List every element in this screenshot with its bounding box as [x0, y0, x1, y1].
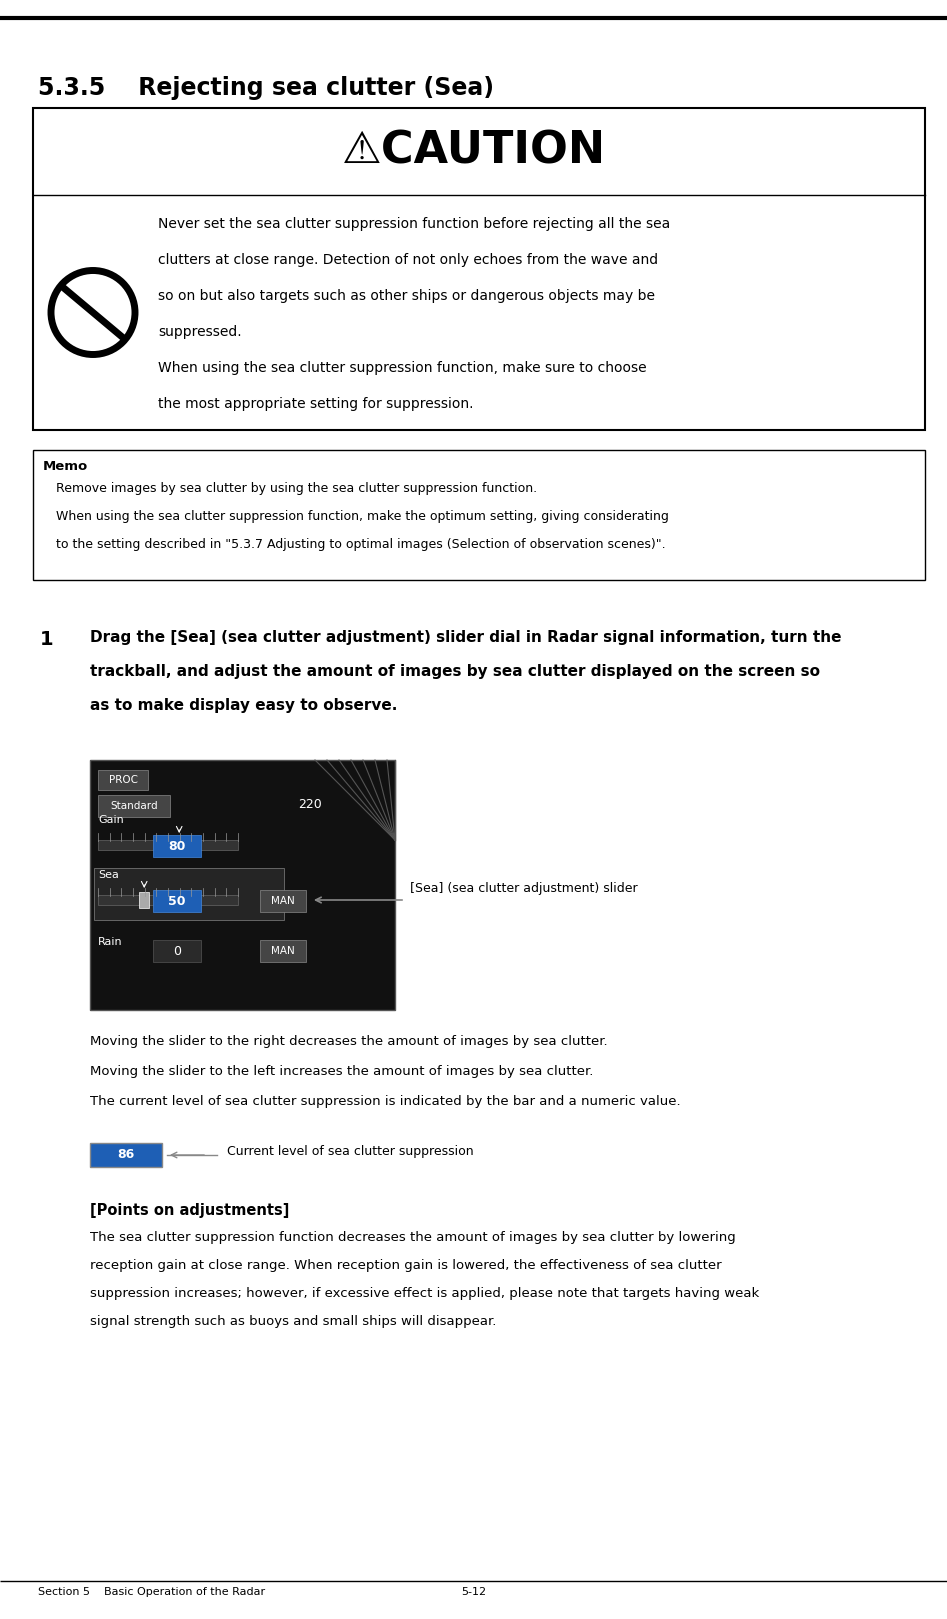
Text: suppression increases; however, if excessive effect is applied, please note that: suppression increases; however, if exces… — [90, 1287, 759, 1300]
Text: Gain: Gain — [98, 814, 124, 826]
Text: Moving the slider to the right decreases the amount of images by sea clutter.: Moving the slider to the right decreases… — [90, 1035, 608, 1047]
Text: When using the sea clutter suppression function, make the optimum setting, givin: When using the sea clutter suppression f… — [56, 510, 669, 523]
Text: [Sea] (sea clutter adjustment) slider: [Sea] (sea clutter adjustment) slider — [410, 882, 637, 895]
Text: 50: 50 — [169, 895, 186, 908]
Text: so on but also targets such as other ships or dangerous objects may be: so on but also targets such as other shi… — [158, 290, 655, 303]
Bar — [153, 835, 201, 856]
Text: 1: 1 — [40, 630, 54, 649]
Text: the most appropriate setting for suppression.: the most appropriate setting for suppres… — [158, 397, 473, 411]
Bar — [260, 941, 306, 962]
Text: reception gain at close range. When reception gain is lowered, the effectiveness: reception gain at close range. When rece… — [90, 1260, 722, 1273]
Text: The sea clutter suppression function decreases the amount of images by sea clutt: The sea clutter suppression function dec… — [90, 1230, 736, 1243]
Text: 5-12: 5-12 — [461, 1587, 486, 1596]
Bar — [98, 795, 170, 818]
Text: as to make display easy to observe.: as to make display easy to observe. — [90, 698, 398, 712]
Text: Rain: Rain — [98, 937, 122, 947]
Bar — [153, 890, 201, 911]
Text: The current level of sea clutter suppression is indicated by the bar and a numer: The current level of sea clutter suppres… — [90, 1094, 681, 1107]
Bar — [98, 895, 238, 905]
Bar — [90, 759, 395, 1010]
Bar — [33, 450, 925, 580]
Text: Never set the sea clutter suppression function before rejecting all the sea: Never set the sea clutter suppression fu… — [158, 217, 670, 232]
Text: suppressed.: suppressed. — [158, 325, 241, 338]
Text: Drag the [Sea] (sea clutter adjustment) slider dial in Radar signal information,: Drag the [Sea] (sea clutter adjustment) … — [90, 630, 842, 644]
Text: 5.3.5    Rejecting sea clutter (Sea): 5.3.5 Rejecting sea clutter (Sea) — [38, 76, 494, 100]
Bar — [33, 108, 925, 431]
Bar — [94, 868, 284, 920]
Text: 86: 86 — [117, 1148, 134, 1161]
Text: signal strength such as buoys and small ships will disappear.: signal strength such as buoys and small … — [90, 1315, 496, 1328]
Bar — [260, 890, 306, 911]
Text: Sea: Sea — [98, 869, 119, 881]
Bar — [98, 771, 148, 790]
Text: Standard: Standard — [110, 801, 158, 811]
Text: Remove images by sea clutter by using the sea clutter suppression function.: Remove images by sea clutter by using th… — [56, 482, 537, 495]
Text: Memo: Memo — [43, 460, 88, 473]
Text: MAN: MAN — [271, 945, 295, 955]
Text: trackball, and adjust the amount of images by sea clutter displayed on the scree: trackball, and adjust the amount of imag… — [90, 664, 820, 678]
Bar — [90, 1143, 162, 1167]
Text: 220: 220 — [298, 798, 322, 811]
Text: PROC: PROC — [109, 776, 137, 785]
Text: to the setting described in "5.3.7 Adjusting to optimal images (Selection of obs: to the setting described in "5.3.7 Adjus… — [56, 538, 666, 550]
Text: clutters at close range. Detection of not only echoes from the wave and: clutters at close range. Detection of no… — [158, 253, 658, 267]
Text: MAN: MAN — [271, 895, 295, 907]
Text: 80: 80 — [169, 840, 186, 853]
Bar — [98, 840, 238, 850]
Text: 0: 0 — [173, 944, 181, 957]
Bar — [174, 837, 185, 853]
Bar — [153, 941, 201, 962]
Text: Current level of sea clutter suppression: Current level of sea clutter suppression — [227, 1146, 474, 1159]
Text: Section 5    Basic Operation of the Radar: Section 5 Basic Operation of the Radar — [38, 1587, 265, 1596]
Text: [Points on adjustments]: [Points on adjustments] — [90, 1203, 290, 1217]
Text: When using the sea clutter suppression function, make sure to choose: When using the sea clutter suppression f… — [158, 361, 647, 376]
Text: Moving the slider to the left increases the amount of images by sea clutter.: Moving the slider to the left increases … — [90, 1065, 594, 1078]
Text: ⚠CAUTION: ⚠CAUTION — [342, 130, 605, 173]
Bar — [139, 892, 150, 908]
